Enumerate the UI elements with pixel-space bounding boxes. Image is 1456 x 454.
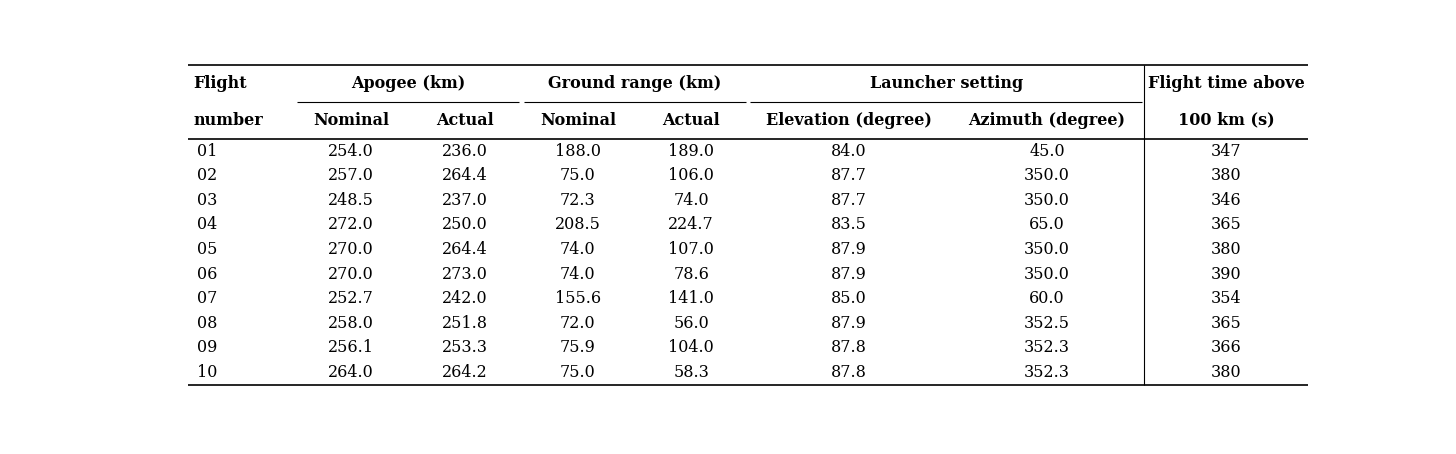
Text: 347: 347 (1211, 143, 1242, 159)
Text: 01: 01 (197, 143, 217, 159)
Text: Azimuth (degree): Azimuth (degree) (968, 112, 1125, 129)
Text: 74.0: 74.0 (561, 241, 596, 258)
Text: 380: 380 (1211, 167, 1242, 184)
Text: 380: 380 (1211, 364, 1242, 381)
Text: 87.9: 87.9 (831, 315, 866, 332)
Text: Elevation (degree): Elevation (degree) (766, 112, 932, 129)
Text: 75.0: 75.0 (561, 167, 596, 184)
Text: 141.0: 141.0 (668, 290, 715, 307)
Text: 75.9: 75.9 (561, 340, 596, 356)
Text: 248.5: 248.5 (329, 192, 374, 209)
Text: 352.3: 352.3 (1024, 340, 1070, 356)
Text: 07: 07 (197, 290, 217, 307)
Text: 257.0: 257.0 (329, 167, 374, 184)
Text: Actual: Actual (435, 112, 494, 129)
Text: 87.8: 87.8 (831, 340, 866, 356)
Text: 107.0: 107.0 (668, 241, 715, 258)
Text: 272.0: 272.0 (329, 217, 374, 233)
Text: 242.0: 242.0 (441, 290, 488, 307)
Text: 60.0: 60.0 (1029, 290, 1064, 307)
Text: 270.0: 270.0 (329, 266, 374, 282)
Text: 06: 06 (197, 266, 217, 282)
Text: 350.0: 350.0 (1024, 167, 1070, 184)
Text: 08: 08 (197, 315, 217, 332)
Text: Apogee (km): Apogee (km) (351, 75, 464, 92)
Text: 264.4: 264.4 (441, 167, 488, 184)
Text: 352.3: 352.3 (1024, 364, 1070, 381)
Text: Actual: Actual (662, 112, 721, 129)
Text: Flight: Flight (194, 75, 248, 92)
Text: 74.0: 74.0 (674, 192, 709, 209)
Text: 224.7: 224.7 (668, 217, 713, 233)
Text: 74.0: 74.0 (561, 266, 596, 282)
Text: 188.0: 188.0 (555, 143, 601, 159)
Text: 258.0: 258.0 (329, 315, 374, 332)
Text: 390: 390 (1211, 266, 1242, 282)
Text: 346: 346 (1211, 192, 1242, 209)
Text: 256.1: 256.1 (328, 340, 374, 356)
Text: 72.0: 72.0 (561, 315, 596, 332)
Text: 87.7: 87.7 (831, 167, 866, 184)
Text: 87.9: 87.9 (831, 266, 866, 282)
Text: 45.0: 45.0 (1029, 143, 1064, 159)
Text: 366: 366 (1211, 340, 1242, 356)
Text: 155.6: 155.6 (555, 290, 601, 307)
Text: 65.0: 65.0 (1029, 217, 1064, 233)
Text: 02: 02 (197, 167, 217, 184)
Text: 56.0: 56.0 (673, 315, 709, 332)
Text: Nominal: Nominal (313, 112, 389, 129)
Text: number: number (194, 112, 264, 129)
Text: 350.0: 350.0 (1024, 266, 1070, 282)
Text: 350.0: 350.0 (1024, 241, 1070, 258)
Text: 237.0: 237.0 (441, 192, 488, 209)
Text: 04: 04 (197, 217, 217, 233)
Text: 72.3: 72.3 (561, 192, 596, 209)
Text: 78.6: 78.6 (673, 266, 709, 282)
Text: 354: 354 (1211, 290, 1242, 307)
Text: 264.0: 264.0 (329, 364, 374, 381)
Text: 264.4: 264.4 (441, 241, 488, 258)
Text: 270.0: 270.0 (329, 241, 374, 258)
Text: 10: 10 (197, 364, 217, 381)
Text: 87.9: 87.9 (831, 241, 866, 258)
Text: 251.8: 251.8 (441, 315, 488, 332)
Text: 208.5: 208.5 (555, 217, 601, 233)
Text: Ground range (km): Ground range (km) (547, 75, 721, 92)
Text: 365: 365 (1211, 217, 1242, 233)
Text: 03: 03 (197, 192, 217, 209)
Text: 87.7: 87.7 (831, 192, 866, 209)
Text: 189.0: 189.0 (668, 143, 715, 159)
Text: Launcher setting: Launcher setting (869, 75, 1022, 92)
Text: 236.0: 236.0 (441, 143, 488, 159)
Text: 252.7: 252.7 (329, 290, 374, 307)
Text: Flight time above: Flight time above (1147, 75, 1305, 92)
Text: 264.2: 264.2 (441, 364, 488, 381)
Text: 87.8: 87.8 (831, 364, 866, 381)
Text: 104.0: 104.0 (668, 340, 713, 356)
Text: 250.0: 250.0 (441, 217, 488, 233)
Text: 106.0: 106.0 (668, 167, 715, 184)
Text: 380: 380 (1211, 241, 1242, 258)
Text: 83.5: 83.5 (831, 217, 866, 233)
Text: 273.0: 273.0 (441, 266, 488, 282)
Text: 09: 09 (197, 340, 217, 356)
Text: 253.3: 253.3 (441, 340, 488, 356)
Text: 254.0: 254.0 (329, 143, 374, 159)
Text: 84.0: 84.0 (831, 143, 866, 159)
Text: 100 km (s): 100 km (s) (1178, 112, 1274, 129)
Text: 352.5: 352.5 (1024, 315, 1070, 332)
Text: 85.0: 85.0 (831, 290, 866, 307)
Text: 58.3: 58.3 (673, 364, 709, 381)
Text: Nominal: Nominal (540, 112, 616, 129)
Text: 365: 365 (1211, 315, 1242, 332)
Text: 05: 05 (197, 241, 217, 258)
Text: 350.0: 350.0 (1024, 192, 1070, 209)
Text: 75.0: 75.0 (561, 364, 596, 381)
